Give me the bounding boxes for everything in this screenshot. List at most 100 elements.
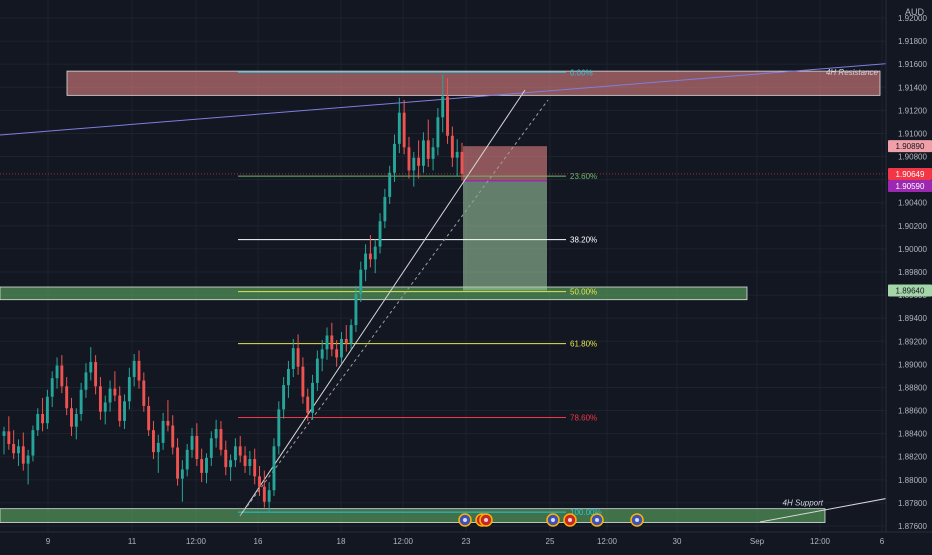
price-tick-label: 1.92000 xyxy=(898,14,927,23)
zone-rect[interactable] xyxy=(66,70,881,96)
time-tick-label: 25 xyxy=(546,537,555,546)
price-tick-label: 1.90000 xyxy=(898,245,927,254)
price-badge: 1.89640 xyxy=(888,284,932,297)
event-flag-icon[interactable] xyxy=(546,513,560,527)
candle xyxy=(79,382,83,421)
event-flag-dot xyxy=(463,518,467,522)
candle xyxy=(402,99,406,155)
time-axis-background xyxy=(0,532,932,550)
candle xyxy=(325,327,329,360)
fib-retracement[interactable]: 0.00% 23.60% 38.20% 50.00% 61.80% 78.60% 100.0… xyxy=(238,68,602,517)
candle-body xyxy=(378,221,382,247)
candle-body xyxy=(368,253,372,260)
time-axis[interactable]: 9 11 12:00 16 18 12:00 23 25 12:00 30 Sep 12:00 6 xyxy=(0,531,932,550)
event-flag-icon[interactable] xyxy=(563,513,577,527)
candle xyxy=(397,97,401,154)
candle-body xyxy=(253,459,257,477)
event-flag-icon[interactable] xyxy=(630,513,644,527)
price-badge: 1.90649 xyxy=(888,167,932,180)
candle-body xyxy=(185,449,189,470)
fib-level-label: 38.20% xyxy=(570,236,597,245)
candle xyxy=(441,74,445,133)
candle-body xyxy=(60,365,64,387)
event-flag-icon[interactable] xyxy=(458,513,472,527)
candle xyxy=(407,136,411,179)
candle xyxy=(12,430,16,460)
candle-body xyxy=(137,360,141,381)
event-flag-icon[interactable] xyxy=(590,513,604,527)
candle-body xyxy=(282,385,286,410)
zone-rect[interactable] xyxy=(0,286,748,301)
candle xyxy=(21,432,25,471)
price-axis[interactable]: AUD 1.92000 1.91800 1.91600 1.91400 1.91200 1… xyxy=(885,0,932,532)
candle xyxy=(142,372,146,412)
price-badge-bg xyxy=(888,167,932,180)
candle xyxy=(354,285,358,333)
candle xyxy=(132,353,136,387)
candle-body xyxy=(152,430,155,453)
candle-body xyxy=(311,382,314,413)
candle-body xyxy=(373,246,377,260)
price-badge-bg xyxy=(888,140,932,153)
candle xyxy=(137,350,141,389)
candle-body xyxy=(393,143,396,173)
candle-body xyxy=(421,140,425,166)
candle xyxy=(233,438,237,468)
stop-loss-zone[interactable] xyxy=(463,146,547,181)
price-tick-label: 1.89800 xyxy=(898,268,927,277)
price-badge-bg xyxy=(888,179,932,192)
candle-body xyxy=(272,446,276,491)
candle xyxy=(296,334,300,375)
price-badge-label: 1.89640 xyxy=(896,286,925,295)
candle xyxy=(50,371,54,408)
candle-body xyxy=(7,431,11,445)
candle xyxy=(460,142,464,181)
candle-body xyxy=(36,414,40,431)
candle-body xyxy=(277,409,281,447)
event-flag-dot xyxy=(635,518,639,522)
candle xyxy=(103,395,107,425)
candle xyxy=(31,425,35,462)
candle-body xyxy=(364,253,368,270)
candle-body xyxy=(325,335,329,350)
candle-body xyxy=(180,469,184,479)
candle-body xyxy=(21,446,25,464)
candle-body xyxy=(262,486,266,502)
candle-body xyxy=(70,408,73,427)
candle xyxy=(45,389,49,430)
event-flag-icon[interactable] xyxy=(479,513,493,527)
price-tick-label: 1.87600 xyxy=(898,522,927,531)
candle-body xyxy=(349,325,353,344)
candle xyxy=(373,239,377,274)
candle-body xyxy=(431,147,435,159)
candle-body xyxy=(79,389,83,415)
candle xyxy=(340,332,343,364)
candle xyxy=(253,448,257,485)
candle-body xyxy=(127,377,131,402)
candle-body xyxy=(455,151,459,158)
zone-rect[interactable] xyxy=(0,508,826,523)
uptrend-line-dashed[interactable] xyxy=(239,99,549,517)
candle-body xyxy=(412,157,416,171)
candle-body xyxy=(200,459,204,473)
candle xyxy=(248,450,252,476)
candle xyxy=(421,132,425,173)
resistance-trend-line[interactable] xyxy=(0,59,932,136)
candle-body xyxy=(224,449,228,468)
uptrend-line[interactable] xyxy=(239,89,526,517)
candle xyxy=(301,357,305,404)
position-tool[interactable] xyxy=(463,146,547,291)
candle xyxy=(185,444,189,477)
price-badge-label: 1.90890 xyxy=(896,142,925,151)
take-profit-zone[interactable] xyxy=(463,180,547,291)
price-tick-label: 1.91000 xyxy=(898,129,927,138)
candle-body xyxy=(205,457,208,473)
candle-body xyxy=(113,388,117,396)
candle xyxy=(113,371,117,402)
candle xyxy=(224,440,228,476)
economic-events[interactable] xyxy=(458,513,644,527)
candle xyxy=(349,319,353,350)
candle xyxy=(286,360,290,398)
